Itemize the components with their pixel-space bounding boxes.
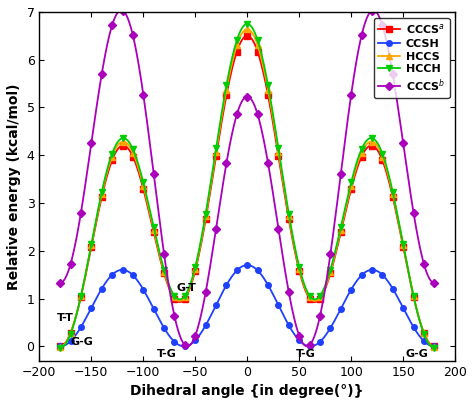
CCCS$^b$ [57, 280, 63, 285]
Text: T-T: T-T [57, 313, 74, 324]
Line: CCCS$^b$: CCCS$^b$ [57, 8, 437, 349]
CCCS$^b$ [242, 95, 248, 100]
Text: G-G: G-G [405, 349, 428, 359]
CCCS$^a$ [57, 344, 63, 349]
HCCH [315, 296, 321, 301]
CCCS$^a$ [315, 298, 321, 303]
HCCS [315, 297, 321, 302]
Text: G-G: G-G [71, 337, 93, 347]
HCCH [398, 228, 403, 233]
Line: HCCS: HCCS [57, 26, 437, 350]
CCCS$^b$ [398, 126, 404, 131]
Line: HCCH: HCCH [57, 21, 437, 350]
CCSH [57, 344, 63, 349]
CCCS$^a$ [278, 170, 284, 175]
CCSH [279, 309, 284, 314]
HCCH [241, 23, 247, 28]
CCCS$^b$ [140, 89, 146, 94]
HCCS [398, 230, 403, 234]
HCCS [57, 344, 63, 349]
CCCS$^a$ [398, 232, 403, 237]
HCCS [431, 344, 437, 349]
HCCH [245, 21, 250, 26]
CCCS$^b$ [279, 246, 284, 251]
CCSH [316, 341, 321, 345]
CCCS$^a$ [241, 35, 247, 40]
CCSH [155, 315, 161, 320]
CCSH [245, 263, 250, 268]
HCCS [155, 247, 161, 252]
HCCH [139, 176, 145, 181]
CCSH [182, 344, 187, 349]
X-axis label: Dihedral angle {in degree(°)}: Dihedral angle {in degree(°)} [130, 384, 364, 398]
HCCS [241, 28, 247, 33]
Legend: CCCS$^a$, CCSH, HCCS, HCCH, CCCS$^b$: CCCS$^a$, CCSH, HCCS, HCCH, CCCS$^b$ [374, 17, 449, 98]
HCCS [139, 179, 145, 184]
CCCS$^b$ [118, 8, 124, 13]
HCCH [57, 345, 63, 350]
CCSH [139, 286, 145, 290]
Y-axis label: Relative energy (kcal/mol): Relative energy (kcal/mol) [7, 83, 21, 290]
CCCS$^a$ [155, 249, 161, 254]
HCCH [278, 162, 284, 167]
HCCH [431, 345, 437, 350]
HCCS [245, 27, 250, 32]
CCSH [431, 344, 437, 349]
Line: CCCS$^a$: CCCS$^a$ [57, 33, 437, 349]
CCCS$^b$ [316, 320, 321, 325]
CCSH [242, 263, 247, 268]
CCCS$^b$ [156, 213, 162, 217]
CCSH [398, 301, 404, 306]
CCCS$^b$ [431, 280, 437, 285]
CCCS$^a$ [431, 344, 437, 349]
HCCH [155, 245, 161, 250]
Line: CCSH: CCSH [57, 262, 437, 349]
CCCS$^a$ [245, 33, 250, 38]
HCCS [278, 166, 284, 171]
Text: T-G: T-G [296, 349, 316, 359]
CCCS$^b$ [185, 344, 191, 349]
Text: G-T: G-T [176, 284, 196, 293]
Text: T-G: T-G [157, 349, 177, 359]
CCCS$^a$ [139, 183, 145, 188]
